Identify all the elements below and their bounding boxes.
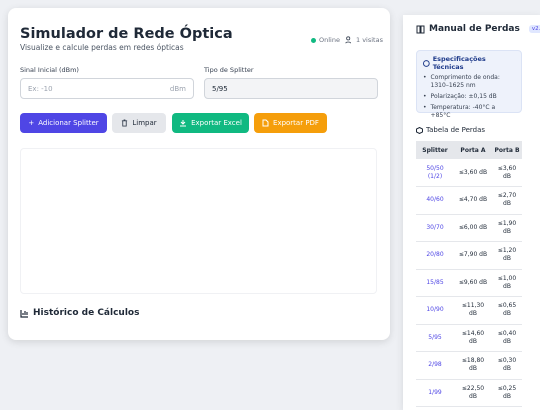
excel-button[interactable]: Exportar Excel bbox=[172, 113, 249, 133]
title: Simulador de Rede Óptica bbox=[20, 26, 233, 42]
table-cell: ≤0,65 dB bbox=[492, 296, 522, 325]
table-cell: 50/50 (1/2) bbox=[416, 159, 454, 187]
spec-bullet: • bbox=[423, 104, 427, 111]
version-badge: v2.0 bbox=[528, 25, 540, 33]
file-icon bbox=[262, 119, 269, 127]
table-row: 1/99 ≤22,50 dB ≤0,25 dB bbox=[416, 379, 522, 407]
table-cell: 1/99 bbox=[416, 379, 454, 407]
table-cell: ≤0,25 dB bbox=[492, 379, 522, 407]
label: Exportar Excel bbox=[191, 119, 242, 127]
clear-button[interactable]: Limpar bbox=[112, 113, 166, 133]
network-canvas bbox=[20, 148, 377, 294]
table-cell: 15/85 bbox=[416, 269, 454, 297]
spec-bullet: • bbox=[423, 93, 427, 100]
table-row: 50/50 (1/2) ≤3,60 dB ≤3,60 dB bbox=[416, 159, 522, 187]
visits-text: 1 visitas bbox=[356, 36, 383, 44]
manual-text: Manual de Perdas bbox=[429, 24, 520, 34]
pdf-button[interactable]: Exportar PDF bbox=[254, 113, 327, 133]
table-row: 40/60 ≤4,70 dB ≤2,70 dB bbox=[416, 186, 522, 215]
history-text: Histórico de Cálculos bbox=[33, 308, 140, 318]
table-cell: ≤1,90 dB bbox=[492, 214, 522, 242]
table-cell: 30/70 bbox=[416, 214, 454, 242]
table-cell: ≤4,70 dB bbox=[454, 186, 492, 215]
column-header: Porta A bbox=[454, 141, 492, 159]
table-cell: ≤22,50 dB bbox=[454, 379, 492, 407]
table-cell: ≤14,60 dB bbox=[454, 324, 492, 352]
spec-text: Temperatura: -40°C a +85°C bbox=[430, 104, 496, 119]
table-row: 15/85 ≤9,60 dB ≤1,00 dB bbox=[416, 269, 522, 297]
subtitle: Visualize e calcule perdas em redes ópti… bbox=[20, 43, 184, 52]
column-header: Splitter bbox=[416, 141, 454, 159]
box-icon bbox=[416, 126, 423, 134]
spec-item: • Comprimento de onda: 1310–1625 nm bbox=[423, 74, 515, 90]
table-cell: ≤3,60 dB bbox=[454, 159, 492, 187]
info-icon bbox=[423, 59, 430, 67]
specs-box: Especificações Técnicas • Comprimento de … bbox=[416, 50, 522, 119]
table-row: 30/70 ≤6,00 dB ≤1,90 dB bbox=[416, 214, 522, 242]
table-cell: 5/95 bbox=[416, 324, 454, 352]
chart-icon bbox=[20, 309, 28, 318]
table-row: 5/95 ≤14,60 dB ≤0,40 dB bbox=[416, 324, 522, 352]
table-cell: ≤7,90 dB bbox=[454, 241, 492, 270]
specs-list: • Comprimento de onda: 1310–1625 nm • Polar… bbox=[423, 74, 515, 120]
table-cell: ≤9,60 dB bbox=[454, 269, 492, 297]
header-row: Splitter Porta A Porta B bbox=[416, 141, 522, 159]
table-row: 10/90 ≤11,30 dB ≤0,65 dB bbox=[416, 296, 522, 325]
splitter-select[interactable]: 5/95 bbox=[204, 78, 378, 99]
spec-bullet: • bbox=[423, 74, 427, 81]
table-cell: ≤18,80 dB bbox=[454, 351, 492, 380]
book-icon bbox=[416, 25, 425, 33]
table-body: 50/50 (1/2) ≤3,60 dB ≤3,60 dB 40/60 ≤4,70 dB… bbox=[416, 159, 522, 407]
unit: dBm bbox=[169, 84, 186, 93]
table-title-text: Tabela de Perdas bbox=[426, 126, 486, 134]
placeholder: Ex: -10 bbox=[28, 84, 53, 93]
table-cell: 10/90 bbox=[416, 296, 454, 325]
table-cell: ≤0,30 dB bbox=[492, 351, 522, 380]
table-cell: ≤6,00 dB bbox=[454, 214, 492, 242]
splitter-label: Tipo de Splitter bbox=[204, 66, 254, 74]
column-header: Porta B bbox=[492, 141, 522, 159]
label: Exportar PDF bbox=[273, 119, 319, 127]
spec-item: • Temperatura: -40°C a +85°C bbox=[423, 104, 515, 120]
spec-text: Comprimento de onda: 1310–1625 nm bbox=[430, 74, 500, 89]
trash-icon bbox=[122, 119, 128, 127]
table-cell: ≤1,00 dB bbox=[492, 269, 522, 297]
add-button[interactable]: + Adicionar Splitter bbox=[20, 113, 107, 133]
label: Adicionar Splitter bbox=[38, 119, 99, 127]
signal-label: Sinal Inicial (dBm) bbox=[20, 66, 79, 74]
plus-icon: + bbox=[28, 119, 35, 127]
spec-item: • Polarização: ±0,15 dB bbox=[423, 93, 515, 101]
visits: 1 visitas bbox=[345, 36, 383, 44]
signal-input[interactable]: Ex: -10 dBm bbox=[20, 78, 194, 99]
users-icon bbox=[345, 36, 351, 44]
download-icon bbox=[180, 120, 187, 127]
table-cell: 2/98 bbox=[416, 351, 454, 380]
specs-title: Especificações Técnicas bbox=[423, 55, 515, 71]
table-cell: ≤1,20 dB bbox=[492, 241, 522, 270]
table-cell: ≤11,30 dB bbox=[454, 296, 492, 325]
specs-text: Especificações Técnicas bbox=[432, 55, 486, 71]
label: Limpar bbox=[132, 119, 157, 127]
table-row: 2/98 ≤18,80 dB ≤0,30 dB bbox=[416, 351, 522, 380]
status-dot bbox=[311, 37, 316, 43]
select-value: 5/95 bbox=[212, 84, 228, 93]
table-cell: ≤0,40 dB bbox=[492, 324, 522, 352]
table-row: 20/80 ≤7,90 dB ≤1,20 dB bbox=[416, 241, 522, 270]
loss-table: Splitter Porta A Porta B 50/50 (1/2) ≤3,60 … bbox=[416, 141, 522, 407]
table-cell: ≤3,60 dB bbox=[492, 159, 522, 187]
table-cell: 40/60 bbox=[416, 186, 454, 215]
status-text: Online bbox=[319, 36, 340, 44]
status: Online bbox=[311, 36, 340, 44]
table-title: Tabela de Perdas bbox=[416, 126, 485, 134]
manual-title: Manual de Perdas v2.0 bbox=[416, 24, 540, 34]
history-title: Histórico de Cálculos bbox=[20, 308, 139, 318]
spec-text: Polarização: ±0,15 dB bbox=[430, 93, 497, 100]
table-cell: ≤2,70 dB bbox=[492, 186, 522, 215]
table-cell: 20/80 bbox=[416, 241, 454, 270]
